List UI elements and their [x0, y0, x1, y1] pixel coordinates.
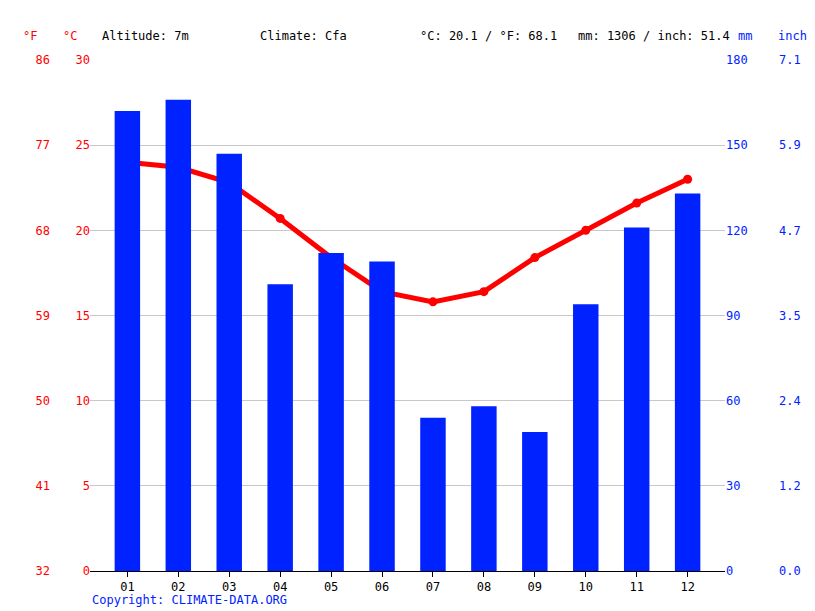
svg-text:59: 59 — [36, 309, 50, 323]
svg-text:3.5: 3.5 — [779, 309, 801, 323]
svg-text:inch: inch — [778, 29, 807, 43]
svg-text:Altitude: 7m: Altitude: 7m — [102, 29, 189, 43]
svg-text:Climate: Cfa: Climate: Cfa — [260, 29, 347, 43]
svg-text:0: 0 — [726, 564, 733, 578]
svg-text:15: 15 — [76, 309, 90, 323]
svg-text:08: 08 — [477, 580, 491, 594]
svg-text:180: 180 — [726, 53, 748, 67]
svg-text:mm: 1306 / inch: 51.4: mm: 1306 / inch: 51.4 — [578, 29, 730, 43]
svg-text:04: 04 — [273, 580, 287, 594]
svg-text:86: 86 — [36, 53, 50, 67]
svg-text:mm: mm — [738, 29, 752, 43]
svg-text:10: 10 — [76, 394, 90, 408]
svg-text:02: 02 — [171, 580, 185, 594]
svg-text:50: 50 — [36, 394, 50, 408]
svg-text:11: 11 — [629, 580, 643, 594]
svg-text:60: 60 — [726, 394, 740, 408]
svg-text:30: 30 — [726, 479, 740, 493]
svg-text:0.0: 0.0 — [779, 564, 801, 578]
svg-text:77: 77 — [36, 138, 50, 152]
svg-text:12: 12 — [680, 580, 694, 594]
svg-text:0: 0 — [83, 564, 90, 578]
svg-text:25: 25 — [76, 138, 90, 152]
svg-text:01: 01 — [120, 580, 134, 594]
svg-text:°C: °C — [63, 29, 77, 43]
svg-text:41: 41 — [36, 479, 50, 493]
svg-text:09: 09 — [528, 580, 542, 594]
svg-text:32: 32 — [36, 564, 50, 578]
svg-text:10: 10 — [579, 580, 593, 594]
svg-text:4.7: 4.7 — [779, 224, 801, 238]
svg-text:1.2: 1.2 — [779, 479, 801, 493]
svg-text:5: 5 — [83, 479, 90, 493]
svg-text:90: 90 — [726, 309, 740, 323]
svg-text:20: 20 — [76, 224, 90, 238]
svg-text:05: 05 — [324, 580, 338, 594]
svg-text:68: 68 — [36, 224, 50, 238]
svg-text:120: 120 — [726, 224, 748, 238]
svg-text:2.4: 2.4 — [779, 394, 801, 408]
svg-text:Copyright: CLIMATE-DATA.ORG: Copyright: CLIMATE-DATA.ORG — [92, 593, 287, 607]
svg-text:30: 30 — [76, 53, 90, 67]
svg-text:5.9: 5.9 — [779, 138, 801, 152]
svg-text:150: 150 — [726, 138, 748, 152]
svg-text:03: 03 — [222, 580, 236, 594]
svg-text:06: 06 — [375, 580, 389, 594]
svg-text:7.1: 7.1 — [779, 53, 801, 67]
svg-text:°F: °F — [23, 29, 37, 43]
svg-text:07: 07 — [426, 580, 440, 594]
svg-text:°C: 20.1 / °F: 68.1: °C: 20.1 / °F: 68.1 — [420, 29, 557, 43]
